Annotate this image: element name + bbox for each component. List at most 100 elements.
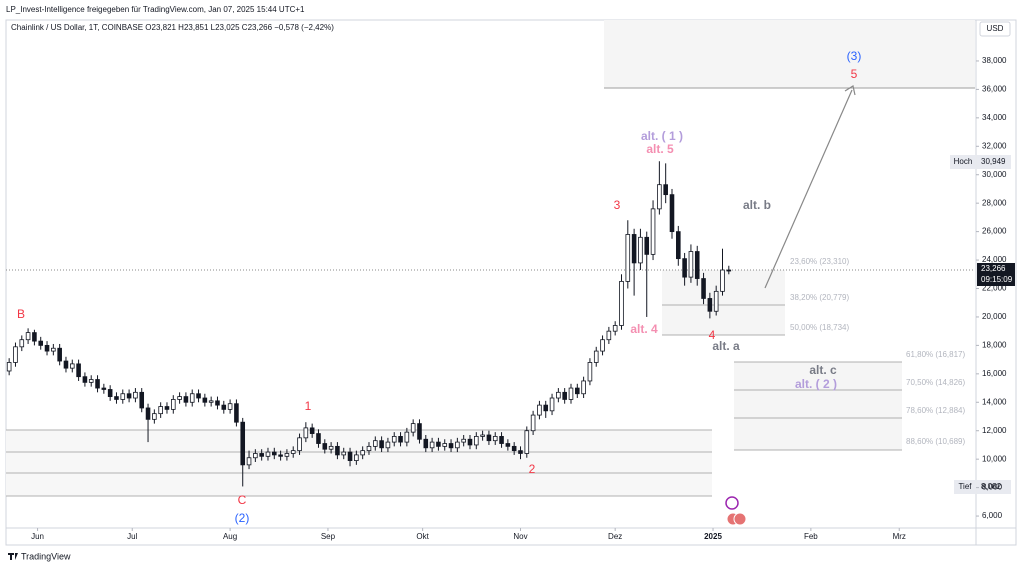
fib-labels: 23,60% (23,310) 38,20% (20,779) 50,00% (… bbox=[790, 257, 965, 446]
candle-body bbox=[448, 443, 454, 449]
wave-label: alt. 4 bbox=[630, 322, 658, 336]
y-tick-label: 32,000 bbox=[982, 141, 1007, 150]
candle-body bbox=[335, 445, 340, 456]
candle-body bbox=[152, 413, 157, 420]
candle-body bbox=[246, 457, 252, 466]
candle-body bbox=[455, 441, 460, 449]
candle-body bbox=[309, 427, 315, 434]
label-bg bbox=[954, 480, 976, 494]
candle-body bbox=[170, 399, 176, 410]
x-tick-label: Jun bbox=[31, 532, 44, 541]
wave-label: alt. b bbox=[743, 198, 771, 212]
candle-body bbox=[436, 441, 441, 447]
countdown: 09:15:09 bbox=[981, 275, 1013, 284]
frame bbox=[5, 19, 1017, 546]
wave-label: alt. ( 1 ) bbox=[641, 129, 683, 143]
candle-body bbox=[682, 258, 687, 278]
wave-label: B bbox=[17, 307, 25, 321]
candle-body bbox=[505, 443, 511, 447]
candle-body bbox=[202, 397, 208, 403]
candle-body bbox=[442, 443, 448, 447]
label-bg bbox=[977, 155, 1011, 169]
y-tick-label: 6,000 bbox=[982, 511, 1003, 520]
y-tick-label: 12,000 bbox=[982, 426, 1007, 435]
candle-body bbox=[492, 436, 498, 442]
candle-body bbox=[303, 427, 309, 439]
x-tick-label: 2025 bbox=[704, 532, 722, 541]
fib-label: 78,60% (12,884) bbox=[906, 406, 965, 415]
candle-body bbox=[650, 208, 656, 255]
fib-label: 61,80% (16,817) bbox=[906, 350, 965, 359]
y-tick-label: 10,000 bbox=[982, 454, 1007, 463]
tv-logo bbox=[8, 553, 18, 560]
y-tick-label: 30,000 bbox=[982, 170, 1007, 179]
y-tick-label: 8,000 bbox=[982, 483, 1003, 492]
fib-lines bbox=[734, 361, 902, 451]
candle-body bbox=[480, 434, 485, 437]
candle-body bbox=[461, 438, 466, 443]
candle-body bbox=[88, 379, 94, 383]
y-tick-label: 14,000 bbox=[982, 397, 1007, 406]
candle-body bbox=[423, 438, 429, 449]
y-tick-label: 22,000 bbox=[982, 284, 1007, 293]
candle-body bbox=[701, 278, 706, 299]
y-tick-label: 20,000 bbox=[982, 312, 1007, 321]
projection-arrow bbox=[764, 89, 853, 289]
candle-body bbox=[354, 454, 359, 461]
currency: USD bbox=[987, 24, 1004, 33]
candle-body bbox=[234, 403, 239, 423]
wave-label: alt. 5 bbox=[646, 142, 674, 156]
candle-body bbox=[328, 445, 334, 450]
candle-body bbox=[549, 397, 555, 412]
candle-body bbox=[177, 396, 182, 400]
candle-body bbox=[265, 451, 271, 457]
candle-body bbox=[6, 362, 12, 372]
last-price: 23,266 bbox=[981, 264, 1006, 273]
wave-label: 4 bbox=[709, 328, 716, 342]
high-value: 30,949 bbox=[981, 157, 1006, 166]
x-tick-label: Okt bbox=[416, 532, 429, 541]
wave-label: alt. c bbox=[809, 363, 837, 377]
candle-body bbox=[543, 404, 549, 412]
candle-body bbox=[32, 332, 37, 342]
wave-label: 3 bbox=[614, 198, 621, 212]
event-icon[interactable] bbox=[725, 496, 739, 510]
label-bg bbox=[977, 480, 1011, 494]
fib-label: 38,20% (20,779) bbox=[790, 293, 849, 302]
candle-body bbox=[600, 339, 605, 352]
y-tick-label: 38,000 bbox=[982, 56, 1007, 65]
candle-body bbox=[297, 437, 302, 452]
footer-brand: TradingView bbox=[21, 551, 71, 561]
candle-body bbox=[669, 194, 675, 233]
y-tick-label: 18,000 bbox=[982, 341, 1007, 350]
candle-body bbox=[429, 441, 435, 449]
candle-body bbox=[644, 236, 650, 255]
y-tick-label: 26,000 bbox=[982, 227, 1007, 236]
candle-body bbox=[57, 347, 62, 362]
candle-body bbox=[562, 391, 567, 400]
currency-button[interactable] bbox=[979, 21, 1011, 37]
candle-body bbox=[107, 389, 113, 397]
candle-body bbox=[391, 436, 397, 443]
candle-body bbox=[518, 450, 523, 454]
candle-body bbox=[347, 451, 353, 461]
fib-lines bbox=[662, 304, 785, 336]
candle-body bbox=[208, 400, 214, 403]
candle-body bbox=[379, 440, 384, 449]
candle-body bbox=[164, 406, 170, 410]
y-tick-label: 28,000 bbox=[982, 198, 1007, 207]
candle-body bbox=[694, 251, 700, 279]
high-name: Hoch bbox=[954, 157, 973, 166]
candle-body bbox=[707, 298, 713, 312]
annotations: B C (2) 1 2 3 alt. ( 1 ) alt. 5 alt. 4 4… bbox=[17, 49, 861, 525]
fib-label: 88,60% (10,689) bbox=[906, 437, 965, 446]
fib-zone bbox=[734, 362, 902, 450]
x-tick-label: Jul bbox=[127, 532, 137, 541]
candle-body bbox=[114, 396, 119, 400]
candle-body bbox=[606, 330, 612, 341]
candle-body bbox=[253, 453, 258, 459]
symbol-info: Chainlink / US Dollar, 1T, COINBASE O23,… bbox=[11, 23, 334, 32]
candle-body bbox=[25, 332, 31, 341]
event-icon[interactable] bbox=[733, 512, 747, 526]
